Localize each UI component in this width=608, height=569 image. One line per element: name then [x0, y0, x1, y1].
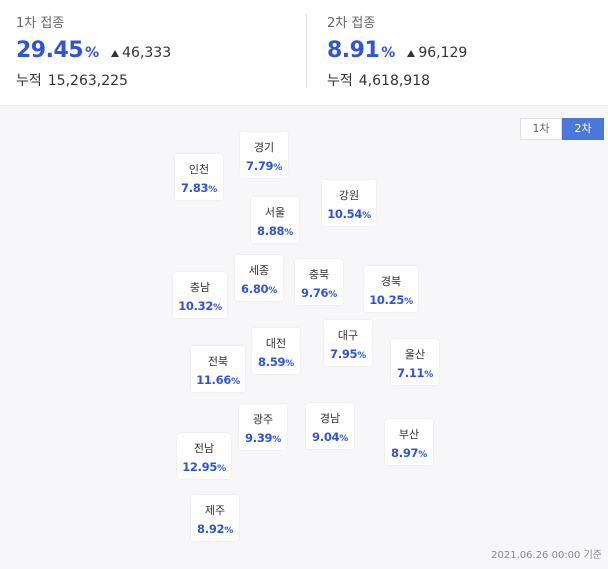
toggle-dose2-button[interactable]: 2차: [562, 118, 604, 140]
region-name: 인천: [188, 163, 210, 176]
region-name: 부산: [398, 428, 420, 441]
dose2-percent-unit: %: [381, 45, 396, 61]
dose1-delta: 46,333: [111, 45, 171, 61]
region-name: 전북: [207, 355, 229, 368]
region-value: 6.80%: [241, 282, 277, 296]
vaccination-summary: 1차 접종 29.45 % 46,333 누적 15,263,225 2차 접종 …: [0, 0, 608, 104]
region-value: 7.11%: [397, 366, 433, 380]
region-name: 경남: [319, 412, 341, 425]
increase-arrow-icon: [111, 50, 120, 57]
dose1-cumulative-value: 15,263,225: [47, 73, 128, 89]
region-value: 9.76%: [301, 286, 337, 300]
region-chungnam[interactable]: 충남 10.32%: [173, 272, 227, 318]
region-seoul[interactable]: 서울 8.88%: [251, 197, 299, 243]
region-value: 12.95%: [182, 460, 226, 474]
region-incheon[interactable]: 인천 7.83%: [175, 154, 223, 200]
dose1-percent-unit: %: [85, 45, 100, 61]
region-name: 충남: [189, 281, 211, 294]
region-chungbuk[interactable]: 충북 9.76%: [295, 259, 343, 305]
dose2-delta-value: 96,129: [418, 45, 468, 61]
region-name: 서울: [264, 206, 286, 219]
dose2-rate: 8.91 % 96,129: [327, 38, 467, 63]
divider: [306, 14, 307, 88]
dose1-rate: 29.45 % 46,333: [16, 38, 171, 63]
region-map: 1차 2차 인천 7.83% 경기 7.79% 강원 10.54% 서울 8.8…: [0, 105, 608, 569]
region-name: 경북: [380, 275, 402, 288]
region-name: 충북: [308, 268, 330, 281]
region-value: 9.04%: [312, 430, 348, 444]
region-value: 8.97%: [391, 446, 427, 460]
region-gwangju[interactable]: 광주 9.39%: [239, 404, 287, 450]
region-value: 8.88%: [257, 224, 293, 238]
dose1-cumulative-label: 누적: [16, 73, 42, 89]
dose2-label: 2차 접종: [327, 16, 376, 31]
region-value: 10.32%: [178, 299, 222, 313]
region-jeonbuk[interactable]: 전북 11.66%: [191, 346, 245, 392]
increase-arrow-icon: [407, 50, 416, 57]
dose1-percent: 29.45: [16, 38, 84, 63]
update-timestamp: 2021.06.26 00:00 기준: [491, 550, 602, 561]
region-daegu[interactable]: 대구 7.95%: [324, 320, 372, 366]
region-value: 8.92%: [197, 522, 233, 536]
region-jeonnam[interactable]: 전남 12.95%: [177, 433, 231, 479]
region-value: 9.39%: [245, 431, 281, 445]
region-name: 대구: [337, 329, 359, 342]
region-name: 대전: [265, 337, 287, 350]
dose2-percent: 8.91: [327, 38, 380, 63]
region-value: 11.66%: [196, 373, 240, 387]
dose2-cumulative: 누적 4,618,918: [327, 70, 430, 90]
region-gyeonggi[interactable]: 경기 7.79%: [240, 132, 288, 178]
region-gangwon[interactable]: 강원 10.54%: [322, 180, 376, 226]
region-sejong[interactable]: 세종 6.80%: [235, 255, 283, 301]
region-name: 울산: [404, 348, 426, 361]
region-name: 세종: [248, 264, 270, 277]
toggle-dose1-button[interactable]: 1차: [520, 118, 562, 140]
region-value: 10.25%: [369, 293, 413, 307]
region-name: 제주: [204, 504, 226, 517]
dose2-cumulative-label: 누적: [327, 73, 353, 89]
region-jeju[interactable]: 제주 8.92%: [191, 495, 239, 541]
dose2-delta: 96,129: [407, 45, 467, 61]
region-gyeongbuk[interactable]: 경북 10.25%: [364, 266, 418, 312]
region-value: 7.79%: [246, 159, 282, 173]
region-value: 10.54%: [327, 207, 371, 221]
dose-toggle: 1차 2차: [520, 118, 604, 140]
region-name: 경기: [253, 141, 275, 154]
region-busan[interactable]: 부산 8.97%: [385, 419, 433, 465]
dose1-label: 1차 접종: [16, 16, 65, 31]
region-name: 강원: [338, 189, 360, 202]
region-daejeon[interactable]: 대전 8.59%: [252, 328, 300, 374]
region-ulsan[interactable]: 울산 7.11%: [391, 339, 439, 385]
region-gyeongnam[interactable]: 경남 9.04%: [306, 403, 354, 449]
region-name: 광주: [252, 413, 274, 426]
region-value: 8.59%: [258, 355, 294, 369]
dose2-cumulative-value: 4,618,918: [358, 73, 431, 89]
region-name: 전남: [193, 442, 215, 455]
dose1-delta-value: 46,333: [122, 45, 172, 61]
region-value: 7.95%: [330, 347, 366, 361]
dose1-cumulative: 누적 15,263,225: [16, 70, 128, 90]
region-value: 7.83%: [181, 181, 217, 195]
